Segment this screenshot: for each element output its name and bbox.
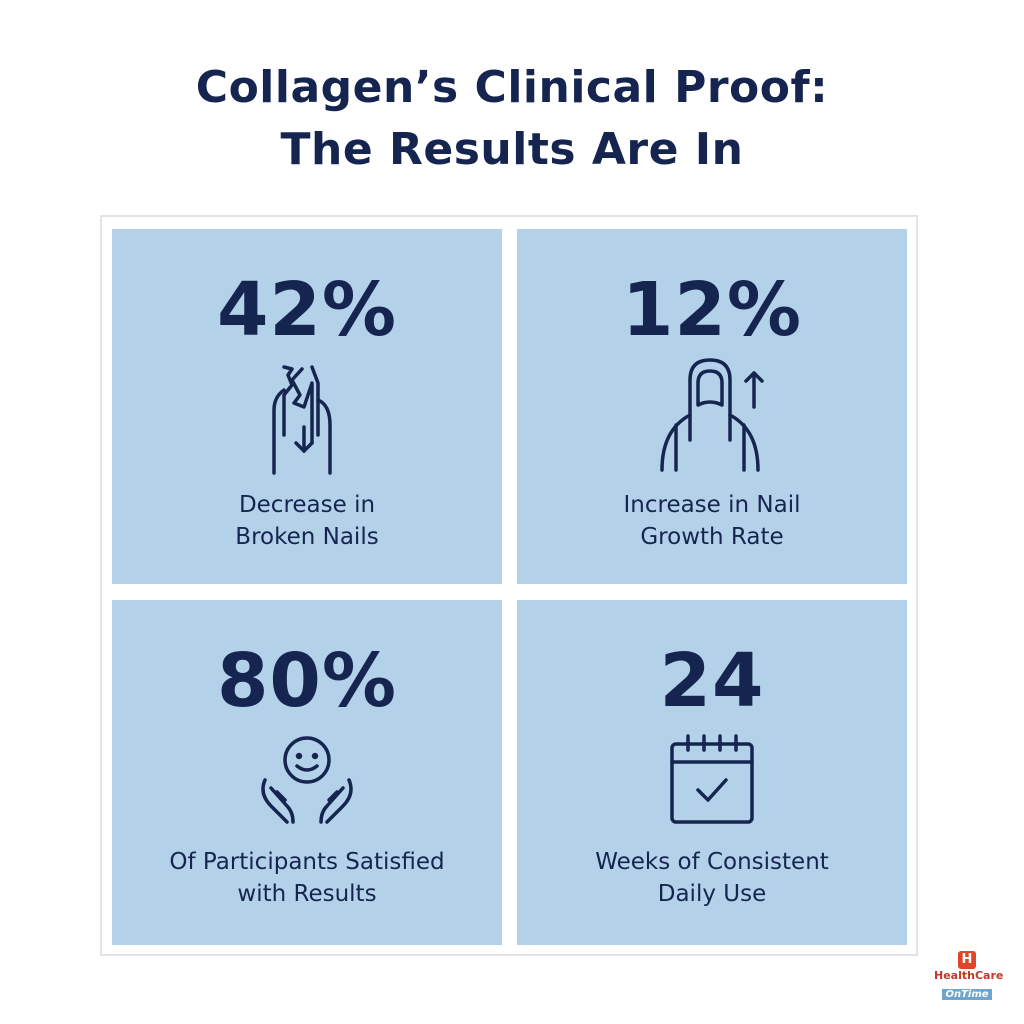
stat-label-line-2: Daily Use (657, 881, 767, 907)
calendar-check-icon (670, 734, 754, 824)
healthcare-ontime-logo: H HealthCare OnTime (934, 948, 1004, 1001)
stat-label-line-1: Decrease in (238, 492, 376, 518)
broken-nail-down-arrow-icon (272, 365, 332, 475)
logo-h-icon: H (958, 951, 976, 969)
stat-label-line-1: Of Participants Satisfied (169, 849, 445, 875)
stat-label-line-2: Growth Rate (640, 524, 784, 550)
stat-label-line-2: with Results (237, 881, 377, 907)
stat-label-line-1: Weeks of Consistent (595, 849, 829, 875)
stat-value: 12% (621, 267, 803, 353)
logo-name: HealthCare (934, 969, 1004, 982)
stats-frame (100, 215, 918, 956)
stat-card-weeks: 24 Weeks of Consistent Daily Use (517, 600, 907, 945)
logo-tagline: OnTime (942, 989, 992, 1000)
stat-card-nail-growth: 12% Increase in Nail Growth Rate (517, 229, 907, 584)
smiley-hands-icon (261, 736, 353, 824)
stat-label-line-1: Increase in Nail (623, 492, 801, 518)
stat-value: 80% (216, 638, 398, 724)
stat-label-line-2: Broken Nails (235, 524, 379, 550)
title-line-1: Collagen’s Clinical Proof: (195, 62, 829, 113)
stat-value: 24 (659, 638, 765, 724)
stat-card-satisfaction: 80% Of Participants Satisfied with Resul… (112, 600, 502, 945)
nail-growth-up-arrow-icon (660, 358, 764, 472)
stat-card-broken-nails: 42% Decrease in Broken Nails (112, 229, 502, 584)
stat-value: 42% (216, 267, 398, 353)
title-line-2: The Results Are In (280, 124, 744, 175)
